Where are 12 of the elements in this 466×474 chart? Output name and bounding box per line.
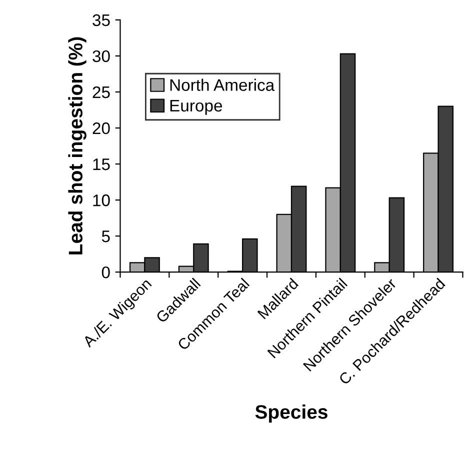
- y-tick-label: 20: [92, 122, 110, 134]
- y-tick-label: 35: [92, 14, 110, 26]
- y-tick-label: 10: [93, 194, 110, 206]
- y-tick-label: 0: [102, 266, 110, 278]
- legend-label: North America: [170, 78, 275, 91]
- y-tick-label: 5: [102, 230, 110, 242]
- y-tick-label: 25: [92, 86, 110, 98]
- y-tick-label: 15: [93, 158, 110, 170]
- y-axis-title: Lead shot ingestion (%): [68, 37, 86, 254]
- legend-label: Europe: [170, 100, 222, 115]
- x-axis-title: Species: [255, 404, 328, 423]
- y-tick-label: 30: [92, 50, 110, 62]
